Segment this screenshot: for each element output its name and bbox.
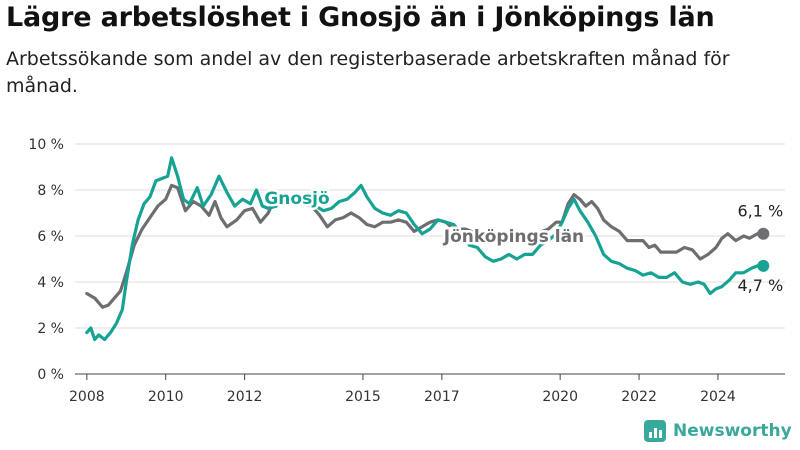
x-tick-label: 2022 <box>621 389 657 405</box>
series-end-point <box>757 227 770 240</box>
y-tick-label: 2 % <box>37 321 64 337</box>
x-tick-label: 2024 <box>700 389 736 405</box>
logo-text: Newsworthy <box>673 421 792 441</box>
series-end-point <box>757 259 770 272</box>
x-axis: 2008 2010 2012 2015 2017 2020 2022 2024 <box>69 374 736 405</box>
x-tick-label: 2015 <box>345 389 381 405</box>
series-line-gnosjo <box>85 156 765 342</box>
series-end-label: 4,7 % <box>737 276 783 295</box>
y-tick-label: 0 % <box>37 367 64 383</box>
gridlines <box>75 143 785 375</box>
series-name-label: Gnosjö <box>264 189 329 209</box>
chart-subtitle: Arbetssökande som andel av den registerb… <box>6 48 730 97</box>
series-name-label: Jönköpings län <box>443 227 584 247</box>
series-labels: 6,1 % 4,7 % Gnosjö Jönköpings län <box>262 186 783 295</box>
x-tick-label: 2012 <box>227 389 263 405</box>
y-axis: 0 % 2 % 4 % 6 % 8 % 10 % <box>28 137 64 383</box>
newsworthy-logo: Newsworthy <box>644 420 792 442</box>
y-tick-label: 8 % <box>37 183 64 199</box>
chart-title: Lägre arbetslöshet i Gnosjö än i Jönköpi… <box>6 2 715 33</box>
series-lines <box>85 156 770 342</box>
x-tick-label: 2020 <box>542 389 578 405</box>
x-tick-label: 2017 <box>424 389 460 405</box>
x-tick-label: 2008 <box>69 389 105 405</box>
series-end-label: 6,1 % <box>737 202 783 221</box>
bar-chart-icon <box>644 420 666 442</box>
y-tick-label: 6 % <box>37 229 64 245</box>
y-tick-label: 10 % <box>28 137 64 153</box>
y-tick-label: 4 % <box>37 275 64 291</box>
x-tick-label: 2010 <box>148 389 184 405</box>
